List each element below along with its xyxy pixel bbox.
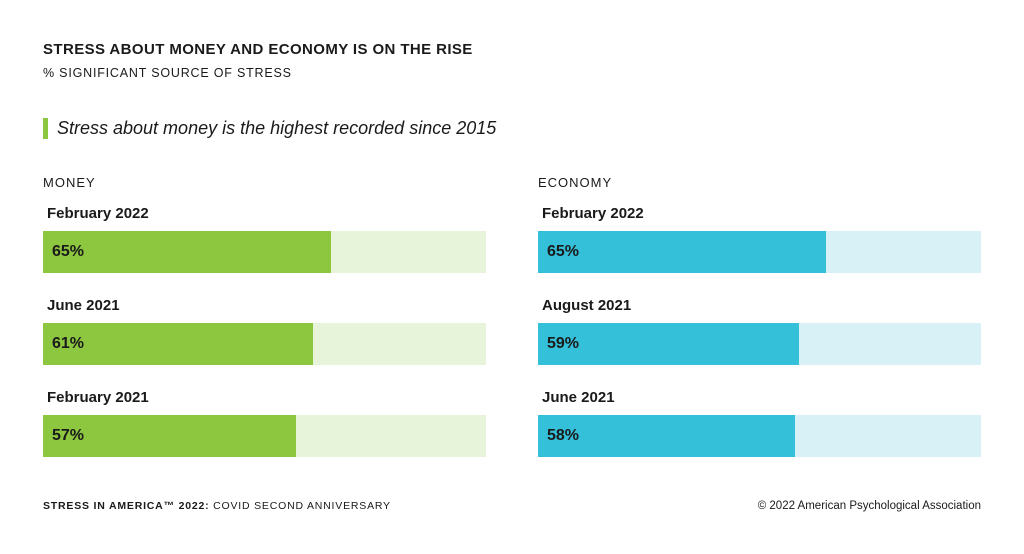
bar-value-label: 61% <box>52 335 85 352</box>
bar-row: February 2022 65% <box>43 205 486 297</box>
bar-value-label: 65% <box>547 243 580 260</box>
bar <box>43 231 331 273</box>
bar-row: June 2021 61% <box>43 297 486 389</box>
bar-track: 59% <box>538 323 981 365</box>
money-panel: MONEY February 2022 65% June 2021 61% Februa… <box>43 175 486 481</box>
bar-row: February 2022 65% <box>538 205 981 297</box>
bar-value-label: 58% <box>547 427 580 444</box>
bar-track: 61% <box>43 323 486 365</box>
callout-accent-bar <box>43 118 48 139</box>
chart-title: STRESS ABOUT MONEY AND ECONOMY IS ON THE… <box>43 41 473 58</box>
bar-list: February 2022 65% August 2021 59% June 2021 5… <box>538 205 981 481</box>
bar-category-label: August 2021 <box>542 297 632 314</box>
bar-row: August 2021 59% <box>538 297 981 389</box>
bar-category-label: February 2021 <box>47 389 149 406</box>
panel-title: MONEY <box>43 175 96 190</box>
footer-source-bold: STRESS IN AMERICA™ 2022: <box>43 500 210 512</box>
callout-text: Stress about money is the highest record… <box>57 118 497 138</box>
bar-value-label: 65% <box>52 243 85 260</box>
bar-row: February 2021 57% <box>43 389 486 481</box>
bar <box>538 231 826 273</box>
bar-value-label: 57% <box>52 427 85 444</box>
bar-track: 57% <box>43 415 486 457</box>
bar <box>538 323 800 365</box>
panel-title: ECONOMY <box>538 175 613 190</box>
footer-source: STRESS IN AMERICA™ 2022: COVID SECOND AN… <box>43 500 391 512</box>
bar <box>43 323 314 365</box>
footer-source-rest: COVID SECOND ANNIVERSARY <box>209 500 391 512</box>
bar <box>538 415 795 457</box>
callout: Stress about money is the highest record… <box>43 118 496 139</box>
bar-track: 65% <box>538 231 981 273</box>
economy-panel: ECONOMY February 2022 65% August 2021 59% Ju… <box>538 175 981 481</box>
chart-subtitle: % SIGNIFICANT SOURCE OF STRESS <box>43 66 292 80</box>
bar-category-label: February 2022 <box>542 205 644 222</box>
bar-value-label: 59% <box>547 335 580 352</box>
bar <box>43 415 296 457</box>
bar-category-label: February 2022 <box>47 205 149 222</box>
bar-track: 58% <box>538 415 981 457</box>
bar-list: February 2022 65% June 2021 61% February 202… <box>43 205 486 481</box>
footer-copyright: © 2022 American Psychological Associatio… <box>757 500 981 512</box>
bar-row: June 2021 58% <box>538 389 981 481</box>
bar-track: 65% <box>43 231 486 273</box>
bar-category-label: June 2021 <box>542 389 615 406</box>
bar-category-label: June 2021 <box>47 297 120 314</box>
